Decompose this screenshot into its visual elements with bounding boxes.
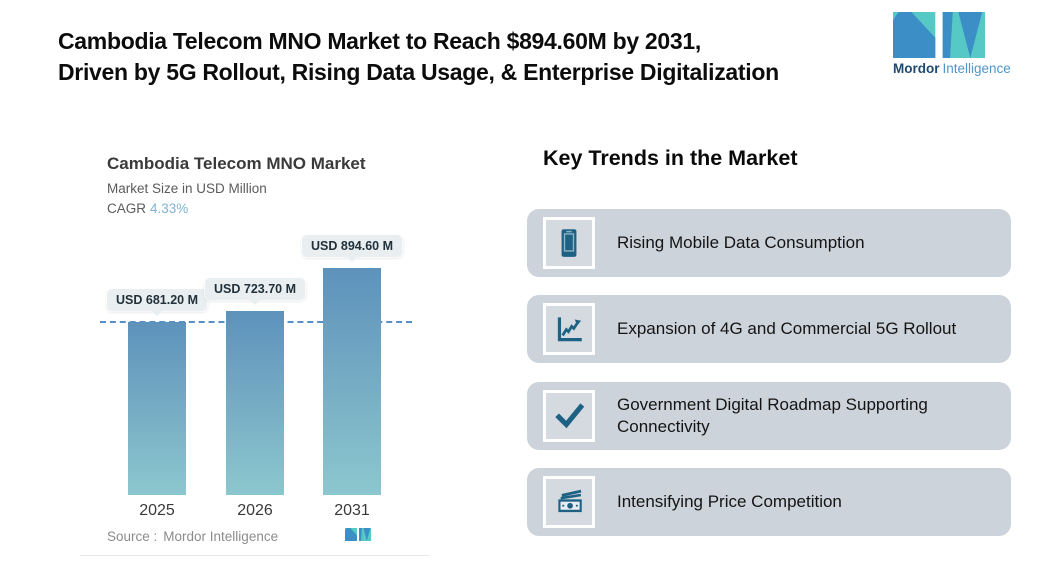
brand-name-bold: Mordor: [893, 61, 940, 76]
x-axis-label-2025: 2025: [139, 502, 175, 519]
trend-card-government-roadmap: Government Digital Roadmap Supporting Co…: [527, 382, 1011, 450]
checkmark-icon: [543, 390, 595, 442]
trend-card-mobile-data: Rising Mobile Data Consumption: [527, 209, 1011, 277]
trend-label: Rising Mobile Data Consumption: [617, 232, 865, 252]
bar-value-label-2031: USD 894.60 M: [302, 235, 402, 257]
line-chart-icon: [543, 303, 595, 355]
chart-subtitle: Market Size in USD Million: [107, 181, 267, 196]
bar-2026: USD 723.70 M: [205, 278, 305, 495]
bar-2031: USD 894.60 M: [302, 235, 402, 495]
cagr-label: CAGR: [107, 201, 147, 216]
bar-value-label-2026: USD 723.70 M: [205, 278, 305, 301]
x-axis-label-2031: 2031: [334, 502, 370, 519]
cagr-value: 4.33%: [150, 201, 189, 216]
chart-source: Source : Mordor Intelligence: [107, 529, 278, 544]
page-title: Cambodia Telecom MNO Market to Reach $89…: [58, 26, 779, 88]
trend-label: Intensifying Price Competition: [617, 491, 842, 511]
mordor-intelligence-logo: Mordor Intelligence: [893, 12, 1011, 76]
brand-wordmark: Mordor Intelligence: [893, 61, 1011, 76]
bar-2025: USD 681.20 M: [107, 289, 207, 495]
trend-card-5g-rollout: Expansion of 4G and Commercial 5G Rollou…: [527, 295, 1011, 363]
mordor-logo-icon: [893, 12, 985, 58]
banknotes-icon: [543, 476, 595, 528]
key-trends-heading: Key Trends in the Market: [543, 146, 798, 170]
source-label: Source :: [107, 529, 158, 544]
chart-title: Cambodia Telecom MNO Market: [107, 154, 366, 173]
trend-card-price-competition: Intensifying Price Competition: [527, 468, 1011, 536]
trend-label: Government Digital Roadmap Supporting Co…: [617, 394, 928, 436]
x-axis-label-2026: 2026: [237, 502, 273, 519]
bar-chart-plot: USD 681.20 M USD 723.70 M USD 894.60 M: [80, 140, 430, 495]
title-line-1: Cambodia Telecom MNO Market to Reach $89…: [58, 28, 701, 54]
chart-cagr: CAGR 4.33%: [107, 201, 188, 216]
bar-value-label-2025: USD 681.20 M: [107, 289, 207, 312]
source-value: Mordor Intelligence: [163, 529, 279, 544]
trend-label: Expansion of 4G and Commercial 5G Rollou…: [617, 318, 957, 338]
title-line-2: Driven by 5G Rollout, Rising Data Usage,…: [58, 59, 779, 85]
brand-name-light: Intelligence: [942, 61, 1011, 76]
smartphone-icon: [543, 217, 595, 269]
mordor-logo-icon-small: [345, 528, 371, 541]
market-size-chart-panel: Cambodia Telecom MNO Market Market Size …: [80, 140, 430, 556]
